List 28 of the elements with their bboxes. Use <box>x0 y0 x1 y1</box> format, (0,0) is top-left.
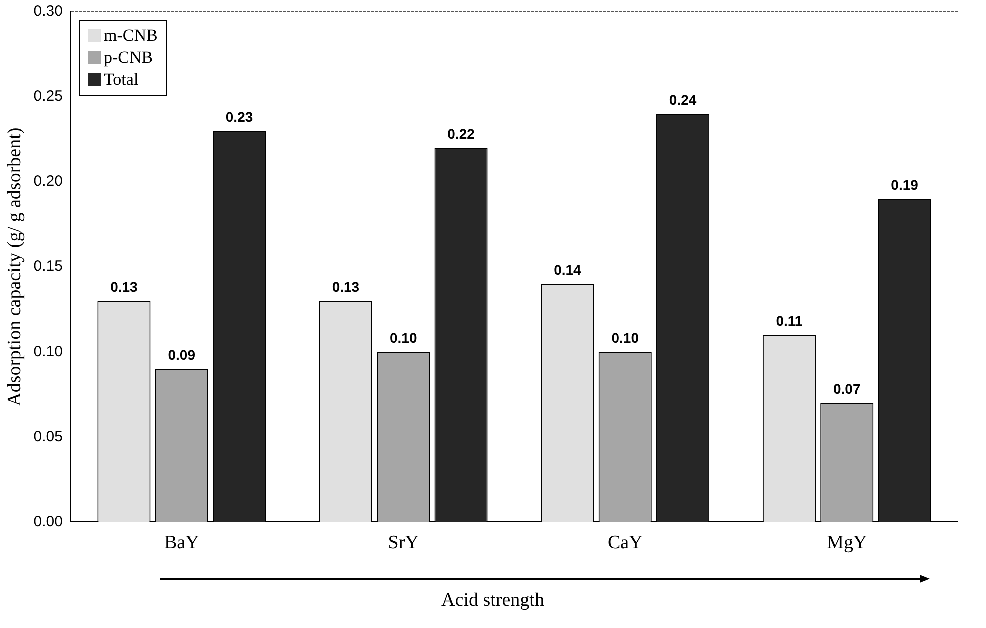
data-label: 0.14 <box>554 262 582 278</box>
data-label: 0.10 <box>612 330 640 346</box>
y-tick-label: 0.05 <box>34 428 63 446</box>
x-tick-label: BaY <box>164 532 200 554</box>
data-label: 0.22 <box>448 126 476 142</box>
data-label: 0.11 <box>776 312 803 329</box>
legend-label: m-CNB <box>102 25 158 47</box>
data-label: 0.10 <box>390 330 418 346</box>
legend-label: Total <box>102 69 140 91</box>
x-axis-title: Acid strength <box>440 590 546 612</box>
data-label: 0.13 <box>332 278 360 295</box>
y-tick-label: 0.00 <box>34 513 63 530</box>
y-tick-label: 0.25 <box>34 88 63 106</box>
data-label: 0.24 <box>669 92 697 108</box>
x-tick-label: CaY <box>608 532 644 554</box>
y-axis-title: Adsorption capacity (g/ g adsorbent) <box>4 128 26 406</box>
y-tick-label: 0.15 <box>34 258 63 276</box>
x-tick-label: MgY <box>827 532 868 554</box>
legend-label: p-CNB <box>102 47 154 69</box>
data-label: 0.07 <box>834 381 861 398</box>
data-label: 0.19 <box>891 176 919 193</box>
y-tick-label: 0.20 <box>34 173 63 190</box>
data-label: 0.13 <box>110 278 138 295</box>
y-tick-label: 0.10 <box>34 343 63 360</box>
x-tick-label: SrY <box>388 532 420 554</box>
data-label: 0.09 <box>168 347 196 363</box>
data-label: 0.23 <box>226 108 254 125</box>
y-tick-label: 0.30 <box>34 3 63 20</box>
